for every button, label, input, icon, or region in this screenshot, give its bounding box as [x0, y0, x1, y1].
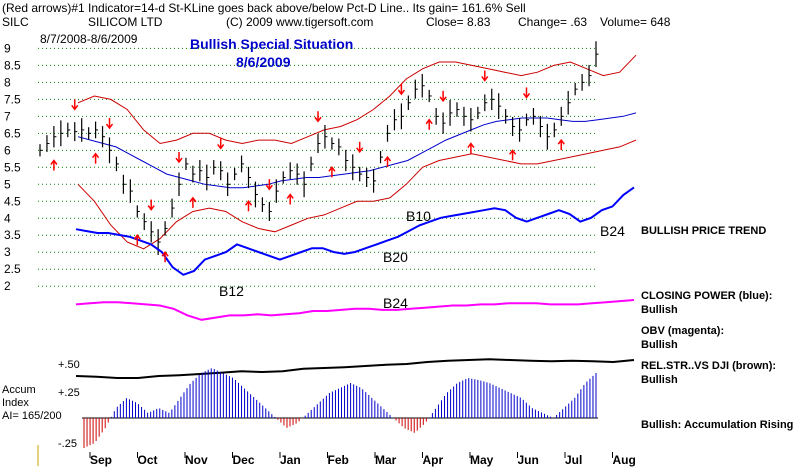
band-lines — [77, 54, 637, 250]
annotation-b24-upper: B24 — [600, 223, 625, 239]
header-ticker: SILC — [2, 15, 29, 29]
buy-arrow — [133, 233, 141, 246]
sell-arrow — [481, 70, 489, 82]
annotation-b20: B20 — [383, 249, 408, 265]
buy-arrow — [425, 118, 433, 130]
x-tick-label: Jul — [565, 453, 582, 467]
value-obv: Bullish — [641, 339, 678, 351]
x-tick-label: Jan — [280, 453, 301, 467]
label-obv: OBV (magenta): — [641, 325, 724, 337]
x-tick-label: Dec — [233, 453, 255, 467]
accum-label-2: Index — [2, 397, 29, 409]
buy-arrow — [50, 159, 58, 171]
buy-arrow — [161, 250, 169, 263]
y-tick-label: 7.5 — [4, 92, 21, 106]
accum-label-3: AI= 165/200 — [2, 410, 62, 422]
y-tick-label: 3.5 — [4, 228, 21, 242]
value-closing-power: Bullish — [641, 304, 678, 316]
signal-arrows — [50, 70, 565, 263]
y-tick-label: 5 — [4, 177, 11, 191]
y-tick-label: 4.5 — [4, 194, 21, 208]
rel-strength-line — [75, 358, 635, 379]
value-rel-str: Bullish — [641, 374, 678, 386]
buy-arrow — [328, 166, 336, 178]
accum-tick-plus25: +.25 — [58, 387, 80, 399]
label-rel-str: REL.STR..VS DJI (brown): — [641, 360, 776, 372]
header-date-range: 8/7/2008-8/6/2009 — [40, 32, 138, 46]
sell-arrow — [522, 87, 531, 99]
rel-strength — [75, 358, 635, 379]
annotation-b10: B10 — [406, 208, 431, 224]
x-tick-label: Feb — [328, 453, 349, 467]
x-tick-label: Sep — [90, 453, 112, 467]
accum-label-1: Accum — [2, 384, 36, 396]
y-tick-labels: 9 8.5 8 7.5 7 6.5 6 5.5 5 4.5 4 3.5 3 2.5 2 — [4, 41, 21, 293]
upper-band-line — [77, 54, 637, 145]
x-month-labels: Sep Oct Nov Dec Jan Feb Mar Apr May Jun Jul Aug — [37, 445, 636, 467]
buy-arrow — [244, 200, 253, 212]
sell-arrow — [217, 138, 225, 150]
x-tick-label: May — [470, 453, 494, 467]
buy-arrow — [383, 155, 392, 168]
closing-power — [75, 186, 635, 276]
label-accum-status: Bullish: Accumulation Rising — [641, 419, 793, 431]
header-close: Close= 8.83 — [426, 15, 491, 29]
x-tick-label: Aug — [613, 453, 636, 467]
buy-arrow — [92, 152, 100, 164]
y-tick-label: 8.5 — [4, 58, 21, 72]
buy-arrow — [557, 138, 565, 151]
sell-arrow — [71, 99, 79, 111]
header-change: Change= .63 — [518, 15, 587, 29]
price-bars — [39, 41, 599, 255]
sell-arrow — [314, 111, 322, 123]
obv-line — [75, 299, 635, 321]
sell-arrow — [397, 84, 405, 96]
accum-tick-minus25: -.25 — [58, 438, 77, 450]
y-tick-label: 3 — [4, 245, 11, 259]
y-tick-label: 7 — [4, 109, 11, 123]
sell-arrow — [105, 118, 114, 130]
y-tick-label: 6 — [4, 143, 11, 157]
sell-arrow — [265, 179, 273, 191]
label-price-trend: BULLISH PRICE TREND — [641, 225, 766, 237]
accum-index — [82, 368, 598, 448]
y-tick-label: 5.5 — [4, 160, 21, 174]
chart-subtitle: 8/6/2009 — [236, 54, 291, 70]
x-tick-label: Apr — [423, 453, 444, 467]
y-tick-label: 8 — [4, 75, 11, 89]
y-tick-label: 2.5 — [4, 262, 21, 276]
x-tick-label: Mar — [375, 453, 397, 467]
buy-arrow — [286, 193, 294, 205]
ma-line — [77, 112, 637, 189]
header-volume: Volume= 648 — [600, 15, 671, 29]
y-tick-label: 4 — [4, 211, 11, 225]
sell-arrow — [147, 199, 155, 211]
header-copyright: (C) 2009 www.tigersoft.com — [226, 15, 373, 29]
y-tick-label: 2 — [4, 279, 11, 293]
header-indicator-line: (Red arrows)#1 Indicator=14-d St-KLine g… — [2, 1, 526, 15]
buy-arrow — [509, 149, 517, 161]
label-closing-power: CLOSING POWER (blue): — [641, 290, 772, 302]
annotation-b24-lower: B24 — [383, 295, 408, 311]
sell-arrow — [175, 152, 183, 164]
header-company: SILICOM LTD — [88, 15, 163, 29]
moving-average — [77, 112, 637, 189]
annotation-b12: B12 — [219, 283, 244, 299]
x-tick-label: Oct — [138, 453, 158, 467]
closing-power-line — [75, 186, 635, 276]
accum-tick-plus50: +.50 — [58, 359, 80, 371]
chart-title: Bullish Special Situation — [190, 36, 353, 52]
y-tick-label: 9 — [4, 41, 11, 55]
lower-band-line — [77, 139, 637, 250]
sell-arrow — [356, 141, 364, 154]
sell-arrow — [439, 90, 447, 103]
obv-line — [75, 299, 635, 321]
buy-arrow — [467, 142, 475, 154]
y-tick-label: 6.5 — [4, 126, 21, 140]
x-tick-label: Nov — [185, 453, 208, 467]
buy-arrow — [189, 196, 197, 208]
price-grid — [38, 47, 598, 287]
x-tick-label: Jun — [518, 453, 539, 467]
